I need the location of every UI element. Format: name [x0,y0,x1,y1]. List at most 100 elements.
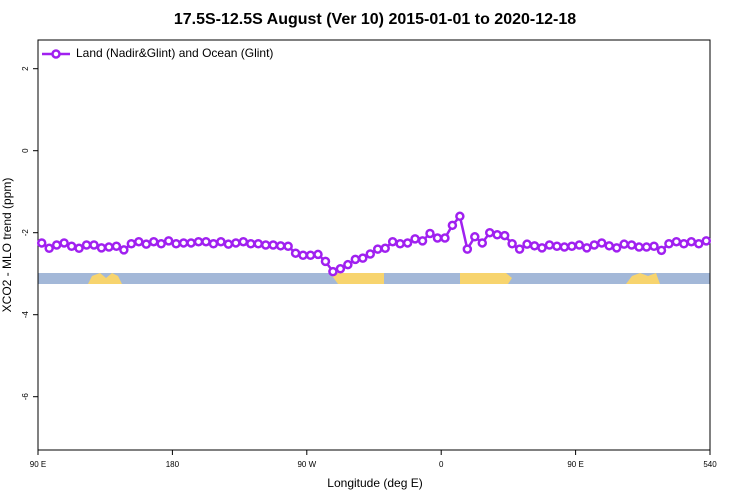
legend-marker [51,49,61,59]
data-point [163,236,174,246]
data-point [89,240,99,250]
data-point [671,236,682,247]
data-point [104,242,114,252]
y-tick-label: 2 [21,66,30,71]
chart-title: 17.5S-12.5S August (Ver 10) 2015-01-01 t… [174,11,576,28]
data-point [514,244,525,254]
land-patch [330,273,384,284]
data-point [141,239,152,249]
data-point [544,240,555,250]
legend-label: Land (Nadir&Glint) and Ocean (Glint) [76,46,273,60]
data-point [395,239,405,249]
data-point [96,243,107,253]
data-point [477,238,488,248]
data-point [507,239,517,249]
data-point [358,253,368,263]
data-point [387,236,398,247]
data-point [537,243,547,253]
data-point [410,234,420,244]
x-tick-label: 540 [703,460,717,469]
data-point [350,254,361,265]
data-point [126,239,137,249]
data-point [290,248,301,258]
x-tick-label: 90 E [567,460,583,469]
data-point [402,238,413,248]
data-point [320,256,331,267]
data-point [208,239,219,249]
land-patch [88,273,122,284]
data-point [305,250,316,260]
data-point [328,266,338,277]
data-point [641,242,652,252]
data-point [193,236,204,247]
data-point [559,242,570,252]
data-point [432,233,443,243]
data-point [634,242,644,252]
land-ocean-strip [38,273,710,284]
data-point [499,230,510,241]
data-point [134,236,144,247]
data-point [664,239,674,249]
data-point [268,240,278,250]
data-point [253,239,264,249]
data-point [529,241,540,251]
data-point [425,228,435,239]
data-point [649,241,659,251]
y-tick-label: -6 [21,393,30,401]
land-patch [460,273,512,284]
x-axis-label: Longitude (deg E) [327,476,422,490]
land-patch [626,273,660,284]
data-point [372,244,383,254]
y-tick-label: 0 [21,148,30,153]
data-point [611,243,622,253]
data-point [119,245,129,255]
x-tick-label: 180 [166,460,180,469]
data-point [178,238,189,248]
y-tick-label: -4 [21,311,30,319]
data-point [36,238,47,248]
data-point [246,239,256,249]
data-point [619,239,629,249]
data-point [596,238,607,248]
data-point [74,243,84,254]
data-point [440,233,450,243]
data-point [343,259,353,270]
data-point [589,240,600,250]
data-point [417,236,428,246]
data-point [216,236,226,247]
data-point [574,240,585,250]
data-point [582,243,592,253]
data-point [59,238,69,248]
data-point [604,241,614,251]
y-tick-label: -2 [21,229,30,237]
data-point [492,230,502,240]
data-point [552,241,562,251]
y-axis-label: XCO2 - MLO trend (ppm) [0,178,14,313]
data-point [231,238,241,248]
data-point [186,238,196,248]
data-point [51,240,62,250]
x-tick-label: 90 W [297,460,316,469]
data-point [335,264,346,274]
data-point [201,236,211,247]
data-point [455,211,465,222]
data-point [380,243,390,254]
data-point [679,239,689,249]
data-point [701,236,712,246]
data-point [470,232,480,242]
data-point [462,244,473,254]
data-point [283,241,293,251]
data-point [111,241,122,251]
data-point [238,236,249,247]
data-point [365,249,376,259]
data-point [156,239,166,249]
data-point [223,239,234,249]
x-tick-label: 90 E [30,460,46,469]
data-point [66,241,77,251]
data-point [567,241,577,251]
data-point [44,243,54,254]
data-point [656,245,667,256]
data-point [171,239,181,249]
data-point [522,239,532,249]
